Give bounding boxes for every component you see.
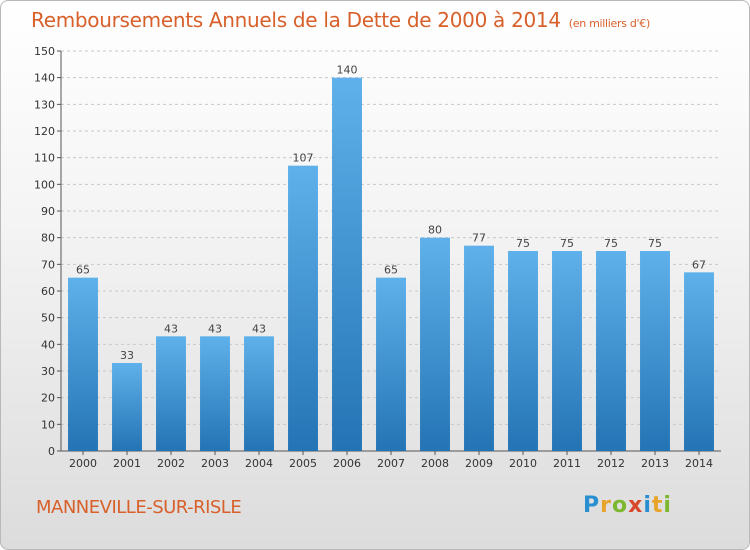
data-label-2013: 75	[648, 237, 662, 250]
logo-letter: r	[600, 493, 612, 518]
y-tick-label: 10	[41, 418, 55, 431]
y-tick-label: 70	[41, 258, 55, 271]
data-label-2006: 140	[337, 64, 358, 77]
data-label-2008: 80	[428, 224, 442, 237]
bar-2003	[200, 336, 230, 451]
bar-2014	[684, 272, 714, 451]
data-label-2002: 43	[164, 322, 178, 335]
x-tick-label-2014: 2014	[685, 457, 713, 470]
bar-2005	[288, 165, 318, 451]
logo-letter: x	[628, 493, 644, 518]
x-tick-label-2005: 2005	[289, 457, 317, 470]
bar-2013	[640, 251, 670, 451]
y-tick-label: 150	[34, 45, 55, 58]
y-tick-label: 100	[34, 178, 55, 191]
data-label-2012: 75	[604, 237, 618, 250]
bar-chart: 0 10 20 30 40 50 60 70 80 90 100 110 120 130 140 150 65 2…	[34, 45, 721, 470]
bar-2000	[68, 277, 98, 451]
logo-letter: t	[651, 493, 664, 518]
bar-2002	[156, 336, 186, 451]
bar-2007	[376, 277, 406, 451]
x-tick-label-2006: 2006	[333, 457, 361, 470]
y-tick-label: 80	[41, 232, 55, 245]
commune-name: MANNEVILLE-SUR-RISLE	[36, 497, 242, 518]
bar-2006	[332, 77, 362, 452]
x-tick-label-2008: 2008	[421, 457, 449, 470]
y-tick-label: 60	[41, 285, 55, 298]
x-tick-label-2004: 2004	[245, 457, 273, 470]
data-label-2004: 43	[252, 322, 266, 335]
data-label-2000: 65	[76, 264, 90, 277]
y-tick-label: 140	[34, 72, 55, 85]
bar-2001	[112, 363, 142, 451]
data-label-2011: 75	[560, 237, 574, 250]
x-tick-label-2009: 2009	[465, 457, 493, 470]
logo-letter: i	[663, 493, 672, 518]
data-label-2003: 43	[208, 322, 222, 335]
logo-letter: P	[583, 493, 601, 518]
title-text: Remboursements Annuels de la Dette de 20…	[31, 8, 561, 32]
unit-note: (en milliers d'€)	[568, 17, 650, 30]
chart-title: Remboursements Annuels de la Dette de 20…	[31, 8, 650, 32]
y-tick-label: 110	[34, 152, 55, 165]
y-tick-label: 40	[41, 338, 55, 351]
y-tick-label: 20	[41, 392, 55, 405]
x-tick-label-2013: 2013	[641, 457, 669, 470]
proxiti-logo: Proxiti	[583, 493, 672, 518]
data-label-2007: 65	[384, 264, 398, 277]
y-tick-label: 50	[41, 312, 55, 325]
x-tick-label-2010: 2010	[509, 457, 537, 470]
x-tick-label-2012: 2012	[597, 457, 625, 470]
logo-letter: o	[611, 493, 629, 518]
y-tick-label: 0	[48, 445, 55, 458]
data-label-2005: 107	[293, 152, 314, 165]
data-label-2010: 75	[516, 237, 530, 250]
data-label-2009: 77	[472, 232, 486, 245]
bar-2009	[464, 245, 494, 451]
bar-2011	[552, 251, 582, 451]
y-tick-label: 30	[41, 365, 55, 378]
logo-letter: i	[643, 493, 652, 518]
x-tick-label-2003: 2003	[201, 457, 229, 470]
y-tick-label: 90	[41, 205, 55, 218]
data-label-2001: 33	[120, 349, 134, 362]
y-tick-label: 120	[34, 125, 55, 138]
data-label-2014: 67	[692, 258, 706, 271]
x-tick-label-2011: 2011	[553, 457, 581, 470]
x-tick-label-2007: 2007	[377, 457, 405, 470]
bar-2012	[596, 251, 626, 451]
x-tick-label-2002: 2002	[157, 457, 185, 470]
bar-2010	[508, 251, 538, 451]
bar-2008	[420, 237, 450, 451]
y-tick-label: 130	[34, 98, 55, 111]
x-tick-label-2000: 2000	[69, 457, 97, 470]
x-tick-label-2001: 2001	[113, 457, 141, 470]
bar-2004	[244, 336, 274, 451]
